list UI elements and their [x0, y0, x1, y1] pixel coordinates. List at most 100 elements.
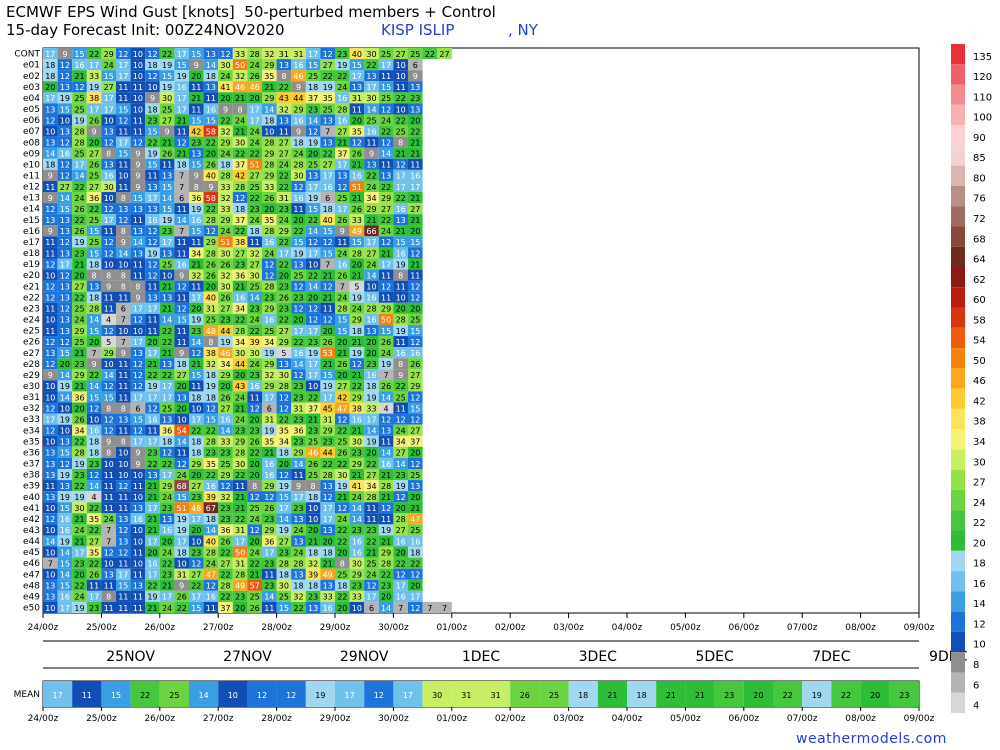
cell-value: 15 — [104, 393, 114, 402]
cell-value: 35 — [264, 216, 274, 225]
heatmap-cell — [276, 269, 292, 281]
mean-cell-value: 12 — [286, 691, 296, 700]
heatmap-cell — [349, 369, 365, 381]
cell-value: 28 — [366, 305, 376, 314]
heatmap-cell — [72, 302, 87, 314]
heatmap-cell — [232, 114, 248, 126]
cell-value: 21 — [352, 471, 362, 480]
heatmap-cell — [203, 424, 219, 436]
cell-value: 29 — [293, 105, 303, 114]
cell-value: 21 — [352, 194, 362, 203]
cell-value: 18 — [206, 72, 216, 81]
heatmap-cell — [57, 336, 73, 348]
cell-value: 23 — [308, 105, 318, 114]
cell-value: 22 — [74, 183, 84, 192]
cell-value: 14 — [60, 194, 70, 203]
cell-value: 15 — [162, 183, 172, 192]
heatmap-cell — [349, 524, 365, 536]
heatmap-cell — [159, 313, 175, 325]
cell-value: 22 — [250, 194, 260, 203]
heatmap-cell — [86, 136, 102, 148]
heatmap-cell — [349, 380, 365, 392]
cell-value: 9 — [208, 183, 213, 192]
heatmap-cell — [247, 324, 262, 337]
cell-value: 17 — [410, 593, 420, 602]
cell-value: 23 — [191, 138, 201, 147]
mean-cell-value: 21 — [607, 691, 617, 700]
cell-value: 30 — [220, 249, 230, 258]
cell-value: 26 — [89, 116, 99, 125]
heatmap-cell — [247, 103, 262, 115]
heatmap-cell — [174, 302, 189, 314]
cell-value: 14 — [206, 61, 216, 70]
heatmap-cell — [262, 546, 277, 558]
heatmap-cell — [116, 192, 131, 204]
cell-value: 49 — [235, 582, 245, 591]
heatmap-cell — [159, 180, 175, 193]
cell-value: 11 — [104, 471, 114, 480]
heatmap-cell — [364, 358, 379, 370]
heatmap-cell — [291, 247, 306, 259]
colorbar-label: 27 — [973, 478, 986, 489]
mean-time-tick-label: 03/00z — [553, 714, 584, 724]
heatmap-cell — [262, 125, 277, 137]
cell-value: 29 — [410, 382, 420, 391]
heatmap-cell — [203, 48, 219, 60]
cell-value: 12 — [366, 582, 376, 591]
heatmap-cell — [145, 291, 160, 303]
heatmap-cell — [101, 601, 116, 613]
cell-value: 20 — [381, 593, 391, 602]
heatmap-cell — [262, 269, 277, 281]
colorbar-label: 90 — [973, 133, 986, 144]
cell-value: 9 — [135, 183, 140, 192]
cell-value: 66 — [366, 227, 376, 236]
cell-value: 26 — [220, 294, 230, 303]
cell-value: 25 — [74, 305, 84, 314]
cell-value: 7 — [398, 604, 403, 613]
cell-value: 23 — [279, 305, 289, 314]
heatmap-cell — [101, 225, 116, 237]
cell-value: 10 — [45, 316, 55, 325]
heatmap-cell — [291, 225, 306, 237]
heatmap-cell — [408, 336, 423, 348]
cell-value: 10 — [45, 438, 55, 447]
heatmap-cell — [364, 48, 379, 60]
heatmap-cell — [305, 546, 321, 558]
cell-value: 12 — [323, 238, 333, 247]
heatmap-cell — [145, 70, 160, 82]
cell-value: 14 — [381, 604, 391, 613]
heatmap-cell — [130, 302, 146, 314]
cell-value: 42 — [191, 127, 201, 136]
cell-value: 25 — [250, 504, 260, 513]
heatmap-cell — [364, 258, 379, 270]
cell-value: 17 — [366, 415, 376, 424]
cell-value: 37 — [308, 404, 318, 413]
cell-value: 32 — [220, 271, 230, 280]
heatmap-cell — [393, 324, 408, 337]
cell-value: 11 — [381, 294, 391, 303]
cell-value: 13 — [323, 582, 333, 591]
cell-value: 17 — [366, 238, 376, 247]
cell-value: 29 — [381, 194, 391, 203]
time-tick-label: 06/00z — [728, 623, 759, 633]
cell-value: 12 — [60, 172, 70, 181]
cell-value: 20 — [410, 227, 420, 236]
cell-value: 16 — [352, 537, 362, 546]
heatmap-cell — [247, 491, 262, 503]
cell-value: 29 — [352, 460, 362, 469]
cell-value: 20 — [89, 338, 99, 347]
heatmap-cell — [378, 92, 394, 104]
heatmap-cell — [320, 48, 335, 60]
cell-value: 11 — [323, 305, 333, 314]
heatmap-cell — [393, 457, 408, 469]
heatmap-cell — [335, 491, 350, 503]
cell-value: 12 — [323, 493, 333, 502]
heatmap-cell — [262, 214, 277, 226]
heatmap-cell — [116, 369, 131, 381]
heatmap-cell — [159, 347, 175, 359]
colorbar-label: 80 — [973, 173, 986, 184]
heatmap-cell — [247, 590, 262, 602]
cell-value: 12 — [147, 404, 157, 413]
heatmap-cell — [130, 236, 146, 248]
cell-value: 21 — [162, 283, 172, 292]
